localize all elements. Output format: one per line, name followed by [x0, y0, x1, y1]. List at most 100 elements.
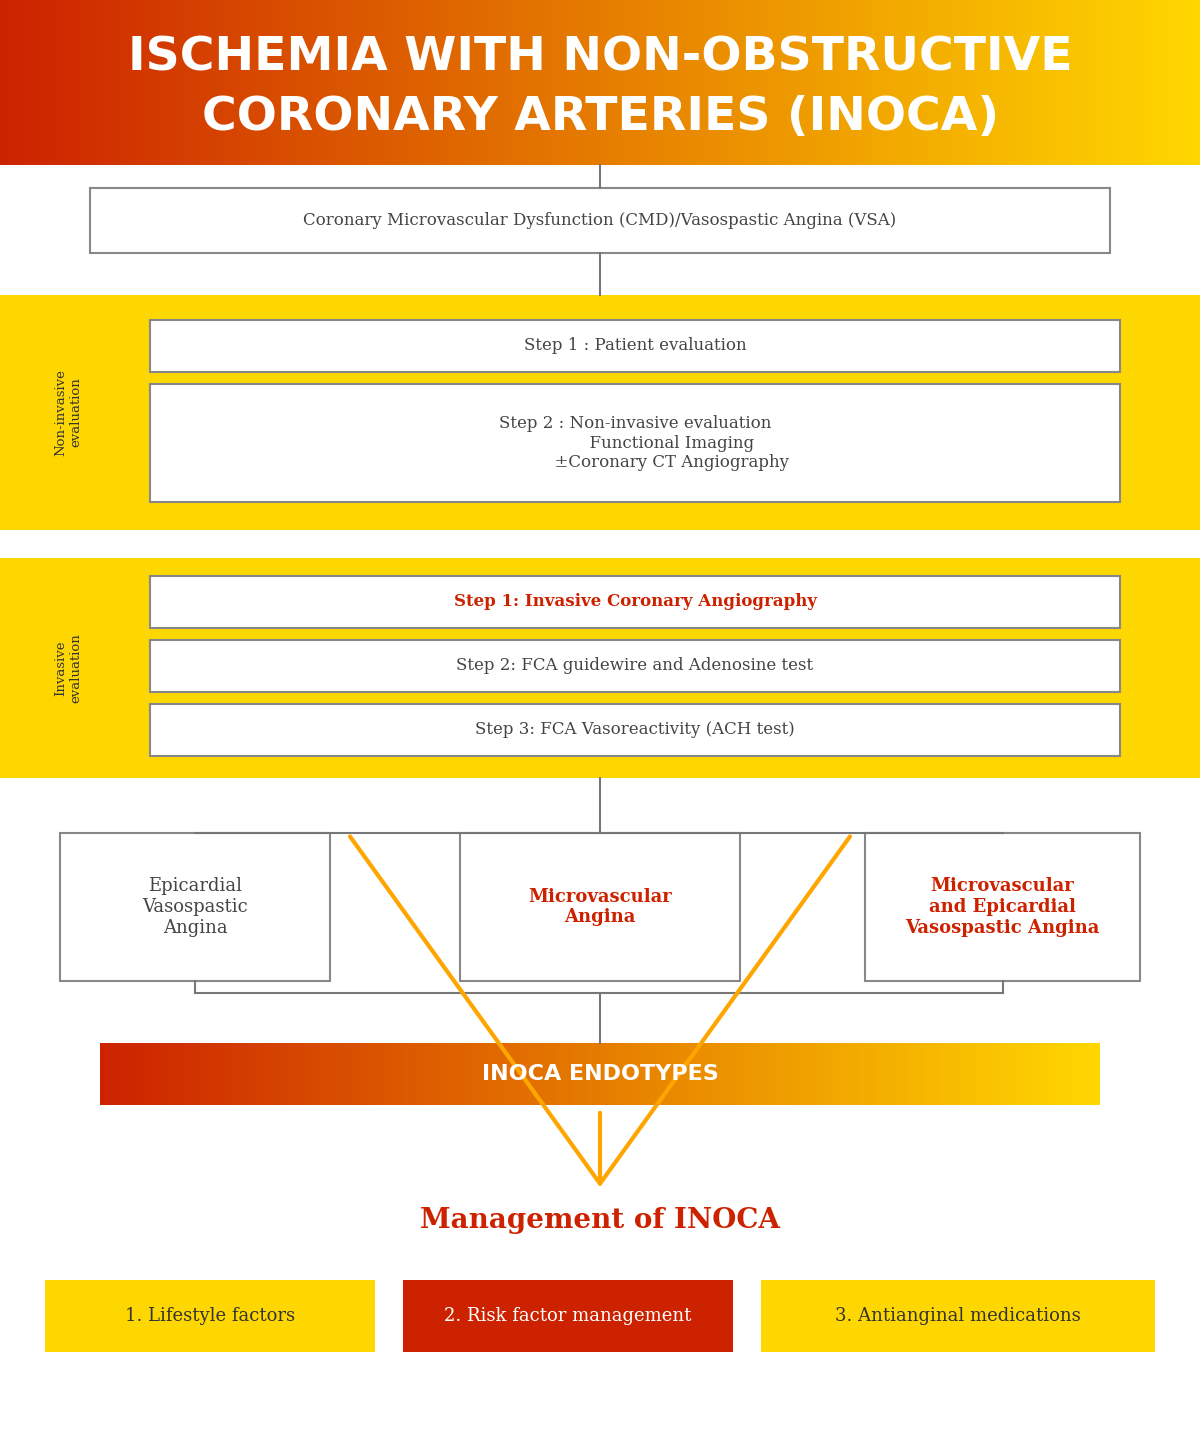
Bar	[348, 0, 352, 166]
Bar	[56, 0, 60, 166]
Bar	[636, 0, 640, 166]
Bar	[1156, 0, 1160, 166]
Bar	[16, 0, 20, 166]
Bar	[420, 1043, 424, 1105]
Bar	[1176, 0, 1180, 166]
Bar	[253, 1043, 257, 1105]
Bar	[673, 1043, 677, 1105]
Bar	[0, 558, 1200, 778]
Bar	[913, 1043, 917, 1105]
Bar	[744, 0, 748, 166]
Bar	[437, 1043, 440, 1105]
Bar	[632, 0, 636, 166]
Bar	[892, 0, 896, 166]
Bar	[644, 0, 648, 166]
Bar	[976, 0, 980, 166]
Bar	[337, 1043, 340, 1105]
Bar	[990, 1043, 994, 1105]
Bar	[368, 0, 372, 166]
Bar	[443, 1043, 446, 1105]
Bar	[628, 0, 632, 166]
Bar	[840, 0, 844, 166]
Bar	[150, 704, 1120, 756]
Bar	[928, 0, 932, 166]
Bar	[240, 1043, 244, 1105]
Bar	[880, 0, 884, 166]
Bar	[732, 0, 736, 166]
Bar	[917, 1043, 920, 1105]
Bar	[430, 1043, 433, 1105]
Bar	[310, 1043, 313, 1105]
Bar	[830, 1043, 833, 1105]
Bar	[326, 1043, 330, 1105]
Bar	[1136, 0, 1140, 166]
Bar	[692, 0, 696, 166]
Bar	[487, 1043, 490, 1105]
Bar	[1093, 1043, 1097, 1105]
Bar	[672, 0, 676, 166]
Bar	[616, 0, 620, 166]
Bar	[1048, 0, 1052, 166]
Bar	[173, 1043, 176, 1105]
Bar	[473, 1043, 476, 1105]
Bar	[1044, 0, 1048, 166]
Bar	[860, 0, 864, 166]
Bar	[127, 1043, 130, 1105]
Bar	[908, 0, 912, 166]
Bar	[540, 1043, 544, 1105]
Bar	[832, 0, 836, 166]
Bar	[528, 0, 532, 166]
Bar	[28, 0, 32, 166]
Bar	[410, 1043, 413, 1105]
Bar	[850, 1043, 853, 1105]
Bar	[203, 1043, 206, 1105]
Bar	[896, 1043, 900, 1105]
Bar	[493, 1043, 497, 1105]
Bar	[476, 0, 480, 166]
Bar	[868, 0, 872, 166]
Bar	[452, 0, 456, 166]
Bar	[720, 0, 724, 166]
Bar	[504, 0, 508, 166]
Bar	[143, 1043, 146, 1105]
Bar	[1072, 0, 1076, 166]
Bar	[580, 0, 584, 166]
Bar	[44, 0, 48, 166]
Bar	[188, 0, 192, 166]
Bar	[1064, 0, 1068, 166]
Bar	[960, 0, 964, 166]
Text: CORONARY ARTERIES (INOCA): CORONARY ARTERIES (INOCA)	[202, 96, 998, 141]
Bar	[490, 1043, 493, 1105]
Bar	[984, 0, 988, 166]
Bar	[1033, 1043, 1037, 1105]
Bar	[313, 1043, 317, 1105]
Bar	[492, 0, 496, 166]
Bar	[812, 0, 816, 166]
Bar	[1076, 1043, 1080, 1105]
Bar	[536, 0, 540, 166]
Text: 1. Lifestyle factors: 1. Lifestyle factors	[125, 1307, 295, 1326]
Bar	[247, 1043, 250, 1105]
Bar	[392, 0, 396, 166]
Bar	[413, 1043, 416, 1105]
Bar	[983, 1043, 986, 1105]
Bar	[756, 0, 760, 166]
Bar	[230, 1043, 233, 1105]
Bar	[972, 0, 976, 166]
Bar	[844, 1043, 847, 1105]
Bar	[623, 1043, 626, 1105]
Bar	[600, 1043, 604, 1105]
Bar	[876, 0, 880, 166]
Bar	[200, 1043, 203, 1105]
Bar	[1184, 0, 1188, 166]
Bar	[216, 0, 220, 166]
Bar	[508, 0, 512, 166]
Bar	[1050, 1043, 1054, 1105]
Bar	[300, 1043, 304, 1105]
Bar	[360, 1043, 364, 1105]
Bar	[940, 0, 944, 166]
Bar	[767, 1043, 770, 1105]
Bar	[110, 1043, 113, 1105]
Bar	[400, 1043, 403, 1105]
Bar	[900, 0, 904, 166]
